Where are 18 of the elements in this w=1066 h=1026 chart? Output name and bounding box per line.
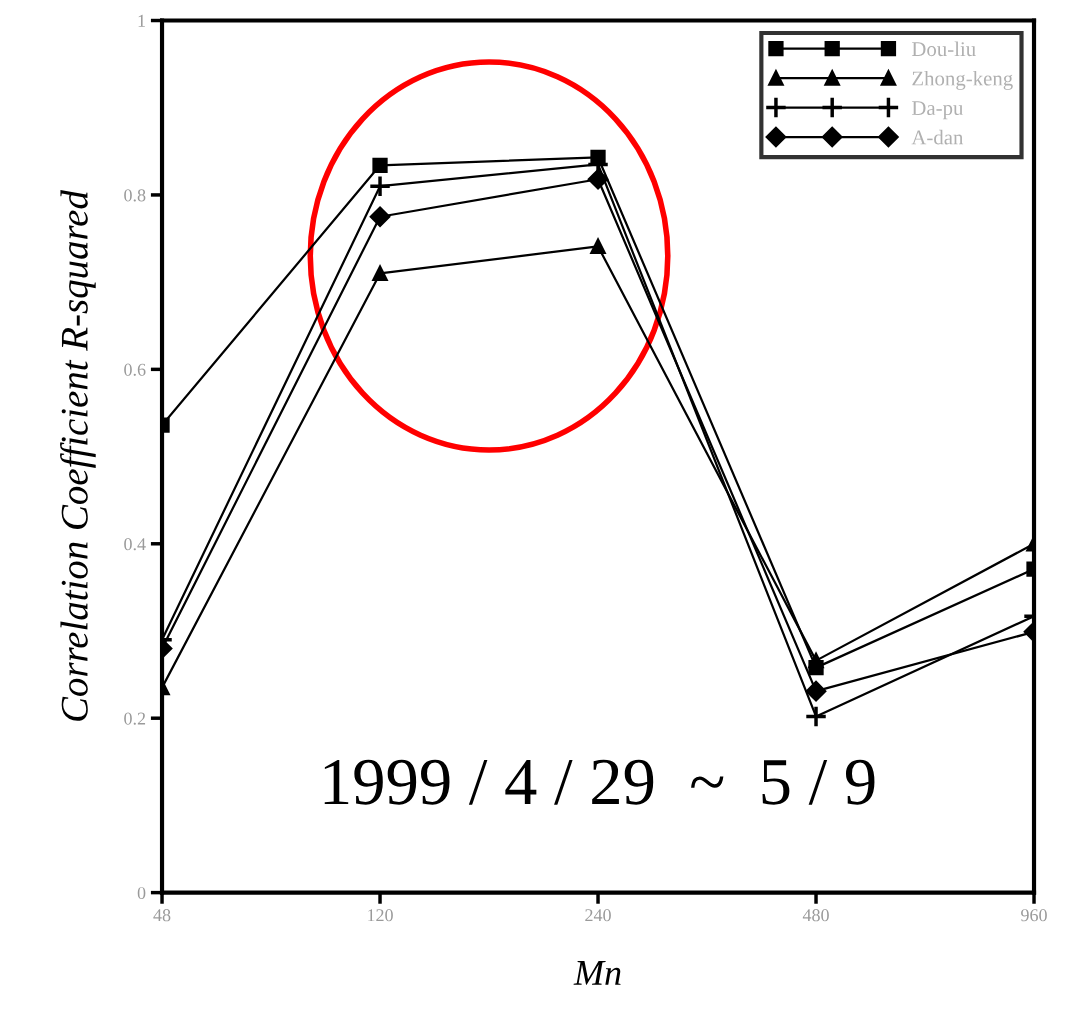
legend-label: Zhong-keng: [912, 70, 1013, 90]
x-axis-title: Mn: [573, 961, 621, 985]
legend-label: Da-pu: [911, 101, 964, 120]
y-tick-label: 0.6: [124, 363, 146, 376]
x-tick-label: 960: [1021, 909, 1047, 922]
legend-label: A-dan: [911, 129, 964, 145]
x-tick-label: 240: [585, 909, 611, 922]
y-axis-title: Correlation Coefficient R-squared: [60, 190, 96, 721]
y-tick-label: 0: [137, 886, 146, 900]
x-tick-label: 120: [368, 909, 393, 922]
annotation: 1999 / 4 / 29 ~ 5 / 9: [324, 759, 875, 805]
y-tick-label: 0.8: [124, 189, 146, 202]
y-tick-label: 1: [138, 14, 145, 27]
legend-label: Dou-liu: [911, 41, 976, 57]
x-tick-label: 48: [153, 909, 171, 922]
y-tick-label: 0.4: [124, 538, 146, 551]
x-tick-label: 480: [802, 909, 829, 922]
y-tick-label: 0.2: [124, 712, 146, 725]
